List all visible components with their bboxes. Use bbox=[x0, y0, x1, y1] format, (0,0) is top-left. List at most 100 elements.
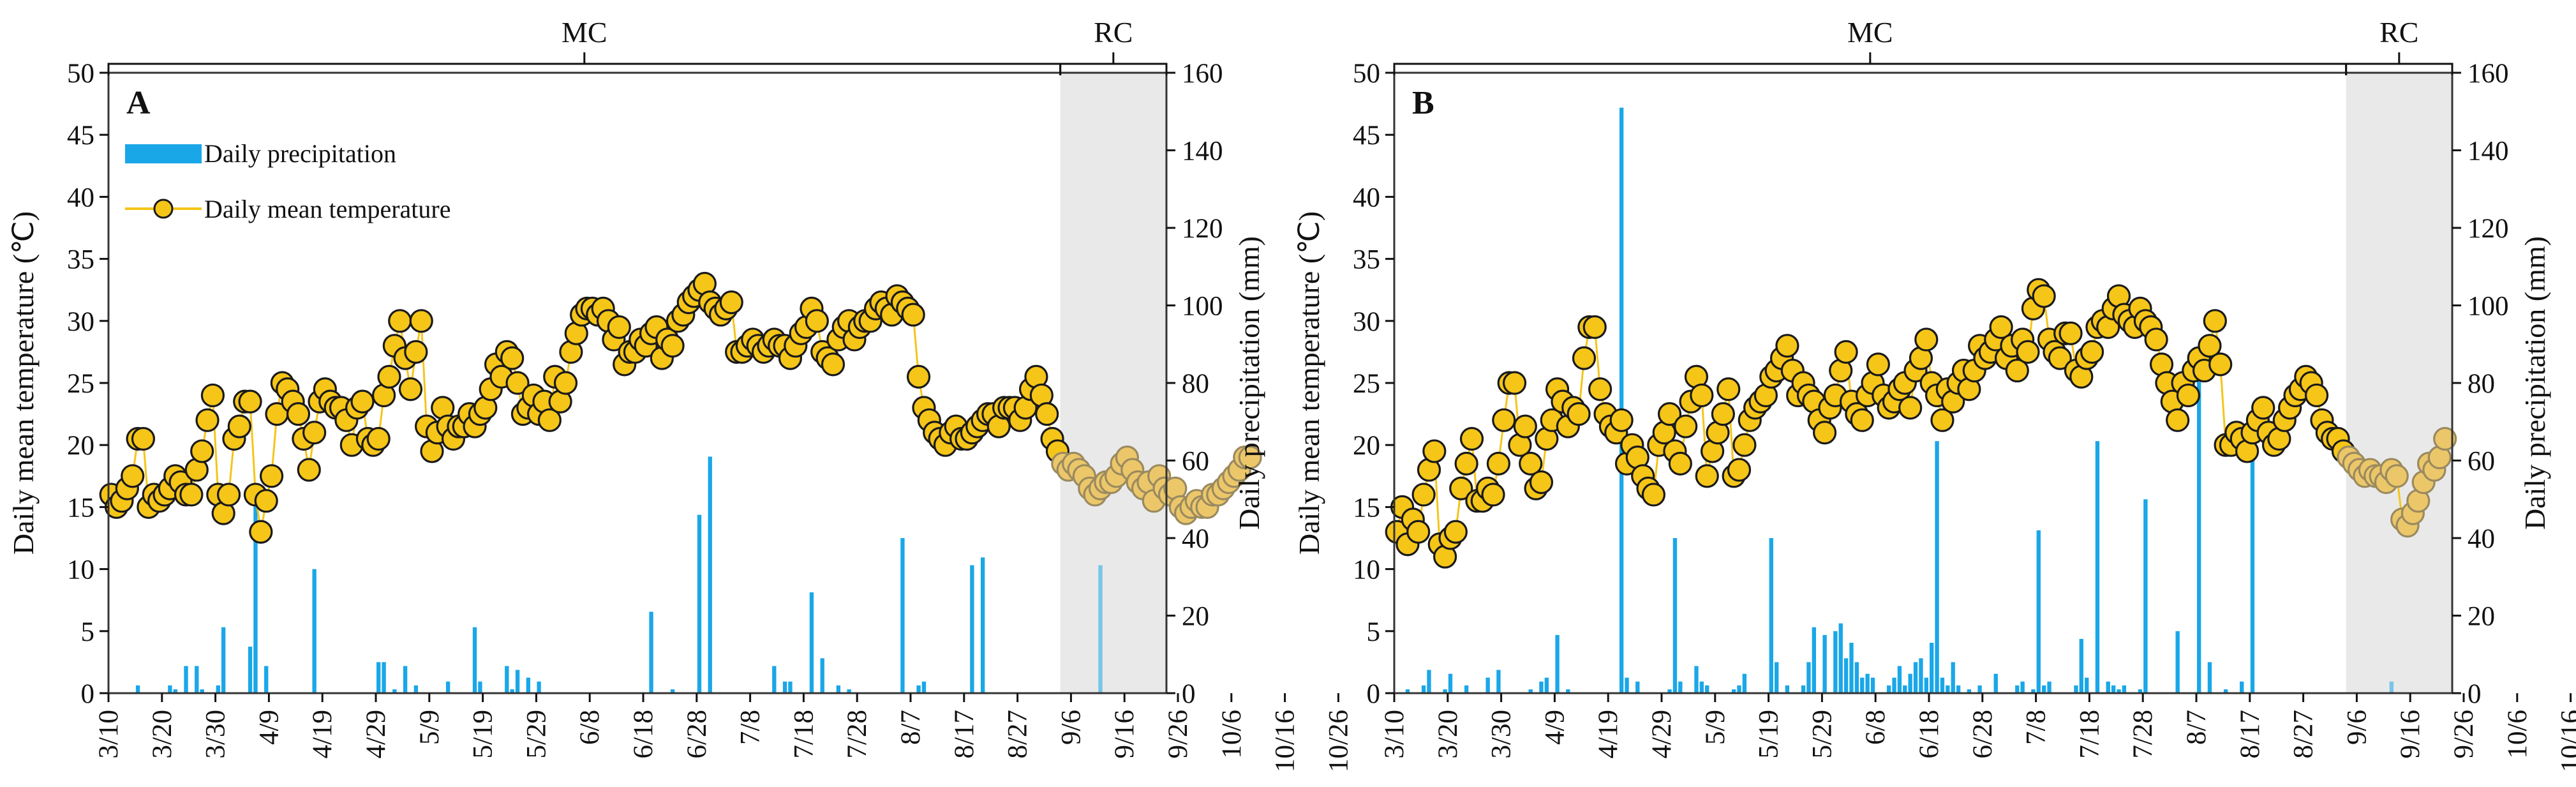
precip-bar bbox=[1865, 673, 1870, 693]
temp-point bbox=[409, 309, 433, 333]
temp-point bbox=[2032, 284, 2056, 308]
y-right-axis-title: Daily precipitation (mm) bbox=[2519, 236, 2551, 530]
precip-bar bbox=[478, 681, 482, 693]
x-tick-label: 5/19 bbox=[468, 710, 498, 758]
precip-bar bbox=[264, 666, 269, 693]
precip-bar bbox=[900, 538, 905, 693]
precip-bar bbox=[2095, 441, 2100, 693]
rc-period-label: RC bbox=[1094, 16, 1133, 49]
precip-bar bbox=[1496, 670, 1501, 693]
temp-point bbox=[1866, 352, 1890, 377]
precip-bar bbox=[2079, 638, 2084, 693]
temp-point bbox=[259, 464, 284, 488]
precip-bar bbox=[1098, 565, 1103, 693]
y-left-tick-label: 45 bbox=[67, 121, 94, 151]
precip-bar bbox=[1822, 634, 1827, 693]
precip-bar bbox=[2250, 453, 2255, 693]
precip-bar bbox=[1699, 681, 1704, 693]
precip-bar bbox=[1405, 689, 1410, 693]
precip-bar bbox=[1801, 685, 1806, 693]
y-left-tick-label: 40 bbox=[1353, 183, 1380, 213]
precip-bar bbox=[1555, 634, 1560, 693]
precip-bar bbox=[2085, 677, 2089, 693]
precip-bar bbox=[1625, 677, 1629, 693]
y-right-tick-label: 160 bbox=[2468, 59, 2509, 89]
precip-bar bbox=[1566, 689, 1570, 693]
precip-bar bbox=[1833, 631, 1838, 693]
x-tick-label: 3/30 bbox=[1487, 710, 1517, 758]
temp-point bbox=[1690, 383, 1714, 408]
precip-bar bbox=[135, 685, 140, 693]
x-tick-label: 7/28 bbox=[2128, 710, 2158, 758]
y-left-tick-label: 5 bbox=[1367, 617, 1381, 647]
precip-bar bbox=[2036, 530, 2041, 693]
y-left-tick-label: 50 bbox=[67, 59, 94, 89]
y-left-tick-label: 25 bbox=[1353, 369, 1380, 399]
precip-bar bbox=[980, 557, 985, 693]
temp-point bbox=[1641, 483, 1666, 507]
y-left-tick-label: 0 bbox=[1367, 679, 1381, 709]
temp-point bbox=[1668, 451, 1692, 476]
precip-bar bbox=[1619, 107, 1624, 694]
x-tick-label: 6/18 bbox=[629, 710, 659, 758]
panel-letter: A bbox=[126, 85, 151, 121]
x-tick-label: 4/9 bbox=[254, 710, 284, 745]
precip-bar bbox=[505, 666, 509, 693]
precip-bar bbox=[820, 658, 824, 693]
x-tick-label: 10/6 bbox=[2503, 710, 2533, 758]
temp-point bbox=[1582, 315, 1607, 340]
y-right-tick-label: 0 bbox=[2468, 679, 2482, 709]
precip-bar bbox=[2197, 371, 2201, 693]
y-right-tick-label: 100 bbox=[1182, 292, 1223, 322]
x-tick-label: 4/9 bbox=[1540, 710, 1570, 745]
temp-point bbox=[500, 346, 525, 370]
precip-bar bbox=[1919, 658, 1923, 693]
precip-bar bbox=[510, 689, 514, 693]
x-tick-label: 5/29 bbox=[1807, 710, 1837, 758]
temp-point bbox=[398, 377, 423, 401]
temp-point bbox=[377, 364, 401, 389]
precip-bar bbox=[2047, 681, 2051, 693]
temp-point bbox=[1513, 414, 1537, 438]
precip-bar bbox=[2106, 681, 2110, 693]
x-tick-label: 3/20 bbox=[1433, 710, 1463, 758]
temp-point bbox=[2005, 358, 2029, 383]
y-left-tick-label: 10 bbox=[67, 555, 94, 585]
precip-bar bbox=[1769, 538, 1773, 693]
temp-point bbox=[1449, 476, 1473, 500]
temp-point bbox=[1502, 371, 1527, 395]
precip-bar bbox=[173, 689, 177, 693]
y-right-tick-label: 120 bbox=[1182, 214, 1223, 244]
x-tick-label: 9/16 bbox=[2395, 710, 2425, 758]
temp-point bbox=[1486, 451, 1511, 476]
temp-point bbox=[1674, 414, 1698, 438]
temp-point bbox=[537, 408, 562, 432]
precip-bar bbox=[2117, 689, 2121, 693]
precip-bar bbox=[2041, 685, 2046, 693]
precip-bar bbox=[772, 666, 777, 693]
temp-point bbox=[216, 483, 241, 507]
precipitation-series bbox=[135, 456, 1103, 693]
precip-bar bbox=[1785, 685, 1790, 693]
precip-bar bbox=[697, 514, 702, 693]
temp-point bbox=[2203, 309, 2227, 333]
precip-bar bbox=[515, 670, 520, 693]
y-right-tick-label: 140 bbox=[2468, 137, 2509, 167]
temp-point bbox=[1035, 401, 1059, 426]
precip-bar bbox=[1913, 662, 1918, 693]
precip-bar bbox=[1774, 662, 1779, 693]
precip-bar bbox=[1967, 689, 1972, 693]
precip-bar bbox=[970, 565, 974, 693]
y-left-tick-label: 30 bbox=[1353, 307, 1380, 337]
temp-point bbox=[1711, 401, 1735, 426]
x-tick-label: 8/27 bbox=[2289, 710, 2319, 758]
x-tick-label: 3/30 bbox=[201, 710, 231, 758]
precip-bar bbox=[2074, 685, 2078, 693]
y-left-tick-label: 20 bbox=[1353, 431, 1380, 461]
temp-point bbox=[1695, 464, 1719, 488]
x-tick-label: 7/8 bbox=[736, 710, 766, 745]
precip-bar bbox=[1860, 677, 1865, 693]
temp-point bbox=[2144, 327, 2168, 352]
precipitation-series bbox=[1405, 107, 2394, 694]
x-tick-label: 6/8 bbox=[575, 710, 605, 745]
